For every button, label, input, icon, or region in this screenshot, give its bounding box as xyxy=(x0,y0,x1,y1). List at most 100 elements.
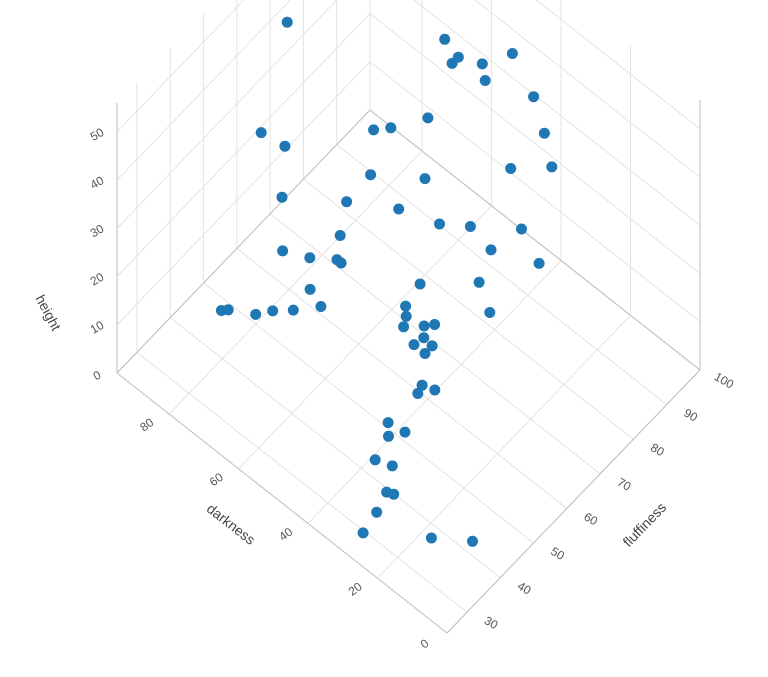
data-point[interactable] xyxy=(383,430,394,442)
data-point[interactable] xyxy=(400,310,412,322)
data-point[interactable] xyxy=(255,127,267,139)
data-point[interactable] xyxy=(315,301,327,312)
data-point[interactable] xyxy=(467,535,478,547)
data-point[interactable] xyxy=(439,33,451,45)
data-point[interactable] xyxy=(357,527,369,539)
data-point[interactable] xyxy=(476,58,488,70)
data-point[interactable] xyxy=(484,307,496,318)
wall-gridline-height xyxy=(369,61,701,323)
floor-grid xyxy=(136,109,701,634)
floor-gridline-darkness xyxy=(168,150,423,415)
data-point[interactable] xyxy=(399,426,411,438)
data-point[interactable] xyxy=(464,221,476,232)
data-point[interactable] xyxy=(277,245,289,257)
data-point[interactable] xyxy=(418,332,430,344)
wall-grid xyxy=(116,0,701,374)
floor-gridline-fluffiness xyxy=(203,282,534,544)
data-point[interactable] xyxy=(479,75,491,86)
height-tick-label: 10 xyxy=(88,318,107,337)
data-point[interactable] xyxy=(276,191,288,203)
data-point[interactable] xyxy=(538,127,550,139)
floor-gridline-fluffiness xyxy=(236,248,568,509)
fluffiness-tick-label: 60 xyxy=(582,510,601,529)
data-point[interactable] xyxy=(365,169,377,181)
data-point[interactable] xyxy=(393,203,405,215)
wall-gridline-height xyxy=(116,0,245,133)
data-point[interactable] xyxy=(408,339,420,351)
fluffiness-axis-line xyxy=(446,369,701,634)
x-axis-title: darkness xyxy=(204,500,259,548)
data-point[interactable] xyxy=(304,252,316,264)
darkness-tick-label: 80 xyxy=(137,415,156,434)
data-point[interactable] xyxy=(386,460,398,472)
data-point[interactable] xyxy=(429,319,441,330)
darkness-axis-line xyxy=(116,372,448,634)
data-point[interactable] xyxy=(250,308,262,320)
data-point[interactable] xyxy=(418,320,430,332)
wall-gridline-height xyxy=(369,13,701,274)
data-point[interactable] xyxy=(334,230,346,241)
darkness-tick-label: 60 xyxy=(207,470,226,489)
data-point[interactable] xyxy=(506,48,518,59)
data-point[interactable] xyxy=(546,161,558,173)
fluffiness-tick-label: 100 xyxy=(712,369,737,391)
fluffiness-tick-label: 80 xyxy=(648,440,667,459)
data-point[interactable] xyxy=(419,348,431,359)
floor-gridline-fluffiness xyxy=(336,144,668,405)
data-point[interactable] xyxy=(528,91,540,103)
data-point[interactable] xyxy=(533,257,545,269)
data-point[interactable] xyxy=(281,16,293,28)
data-point[interactable] xyxy=(434,218,445,230)
data-point[interactable] xyxy=(279,140,291,152)
data-point[interactable] xyxy=(267,305,279,317)
data-point[interactable] xyxy=(400,300,412,312)
data-point[interactable] xyxy=(331,254,343,266)
data-point[interactable] xyxy=(422,112,434,124)
data-point[interactable] xyxy=(446,57,458,69)
y-axis-title: fluffiness xyxy=(620,499,670,550)
wall-gridline-height xyxy=(116,61,371,326)
data-point[interactable] xyxy=(368,124,380,136)
data-point[interactable] xyxy=(485,244,497,256)
height-tick-label: 0 xyxy=(91,368,104,384)
data-point[interactable] xyxy=(341,196,353,208)
data-point[interactable] xyxy=(371,506,383,518)
data-points xyxy=(215,16,558,547)
fluffiness-tick-label: 40 xyxy=(515,579,534,598)
data-point[interactable] xyxy=(412,388,424,399)
wall-gridline-height xyxy=(474,0,701,178)
data-point[interactable] xyxy=(416,379,428,391)
data-point[interactable] xyxy=(473,276,485,288)
data-point[interactable] xyxy=(426,340,438,352)
floor-gridline-fluffiness xyxy=(303,178,634,440)
data-point[interactable] xyxy=(429,384,441,396)
wall-gridline-height xyxy=(116,0,338,229)
axis-lines xyxy=(116,100,701,634)
wall-gridline-height xyxy=(116,0,291,181)
data-point[interactable] xyxy=(414,278,426,290)
data-point[interactable] xyxy=(304,283,316,295)
data-point[interactable] xyxy=(425,532,437,544)
data-point[interactable] xyxy=(388,488,400,500)
data-point[interactable] xyxy=(419,173,431,185)
floor-gridline-darkness xyxy=(238,205,492,470)
height-tick-label: 40 xyxy=(88,173,107,192)
data-point[interactable] xyxy=(369,454,381,466)
back-floor-edge xyxy=(116,109,371,374)
data-point[interactable] xyxy=(215,305,227,316)
floor-gridline-fluffiness xyxy=(136,351,468,613)
wall-gridline-height xyxy=(535,0,701,130)
data-point[interactable] xyxy=(505,163,517,174)
height-tick-label: 50 xyxy=(88,125,107,144)
data-point[interactable] xyxy=(516,223,527,235)
darkness-tick-label: 40 xyxy=(276,524,295,543)
floor-gridline-fluffiness xyxy=(169,317,501,579)
height-tick-label: 30 xyxy=(88,221,107,240)
data-point[interactable] xyxy=(385,122,397,134)
data-point[interactable] xyxy=(382,417,394,429)
wall-gridline-height xyxy=(116,13,371,277)
data-point[interactable] xyxy=(398,321,410,333)
data-point[interactable] xyxy=(287,304,299,316)
